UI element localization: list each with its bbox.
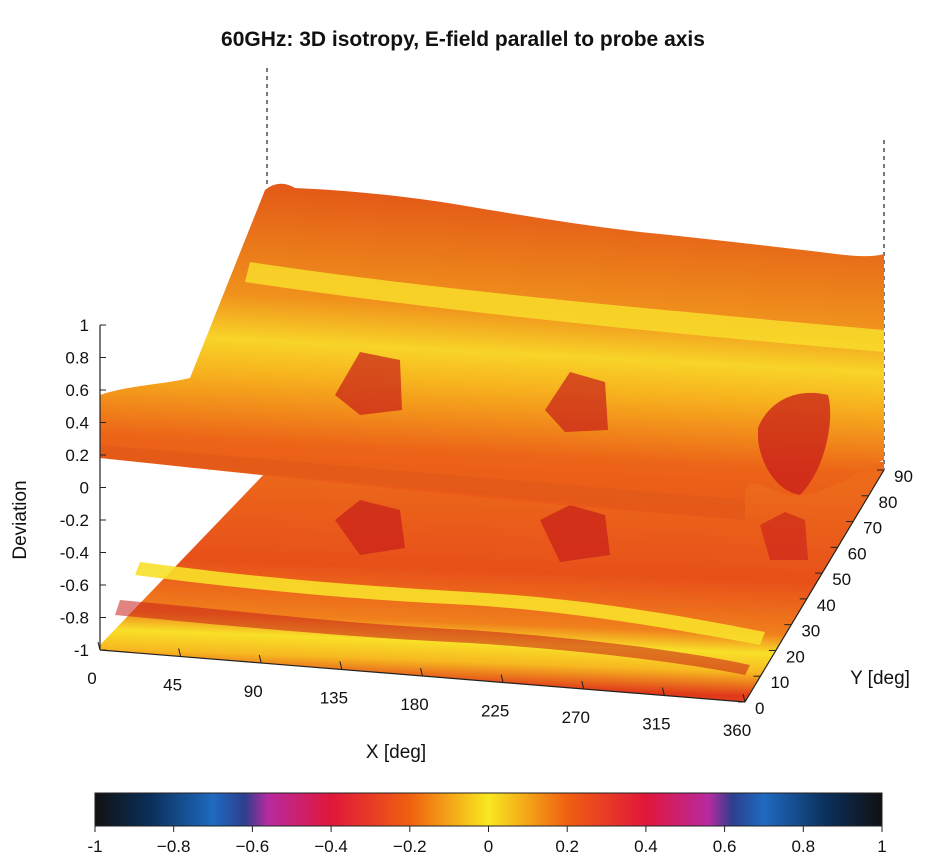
x-tick-mark	[420, 667, 423, 677]
z-tick-label: -0.6	[60, 576, 89, 595]
colorbar-tick-label: 0.4	[634, 837, 658, 855]
y-tick-label: 80	[879, 493, 898, 512]
z-tick-label: 0.4	[65, 414, 89, 433]
y-tick-label: 60	[848, 544, 867, 563]
x-tick-mark	[581, 680, 585, 690]
y-tick-label: 30	[801, 622, 820, 641]
colorbar-tick-label: 1	[877, 837, 886, 855]
z-tick-label: -0.4	[60, 544, 89, 563]
colorbar-tick-label: −0.8	[157, 837, 191, 855]
y-tick-label: 20	[786, 647, 805, 666]
y-axis: 0 10 20 30 40 50 60 70 80 90 Y [deg]	[738, 467, 913, 718]
lower-surface	[100, 462, 884, 702]
x-tick-label: 360	[723, 721, 751, 740]
z-tick-label: -0.2	[60, 511, 89, 530]
z-tick-label: 0.2	[65, 446, 89, 465]
y-tick-label: 40	[817, 596, 836, 615]
x-tick-label: 270	[562, 708, 590, 727]
x-tick-mark	[97, 641, 101, 651]
x-tick-mark	[178, 648, 182, 657]
x-tick-mark	[742, 693, 746, 703]
x-axis-label: X [deg]	[366, 742, 426, 763]
y-tick-label: 70	[863, 519, 882, 538]
x-tick-label: 45	[163, 676, 182, 695]
z-axis: -1 -0.8 -0.6 -0.4 -0.2 0 0.2 0.4 0.6 0.8 1 Deviati…	[10, 316, 106, 660]
y-tick-label: 90	[894, 467, 913, 486]
x-tick-label: 0	[87, 669, 96, 688]
x-tick-label: 315	[642, 715, 670, 734]
z-tick-label: -0.8	[60, 609, 89, 628]
upper-surface	[100, 183, 884, 520]
z-tick-label: 1	[80, 316, 89, 335]
colorbar-tick-label: 0.6	[713, 837, 737, 855]
z-tick-label: 0.8	[65, 349, 89, 368]
colorbar-tick-label: −0.4	[314, 837, 348, 855]
x-tick-label: 225	[481, 702, 509, 721]
y-tick-label: 0	[755, 699, 764, 718]
x-tick-mark	[500, 674, 504, 683]
y-axis-label: Y [deg]	[850, 668, 910, 689]
z-axis-label: Deviation	[10, 480, 31, 559]
y-tick-label: 50	[832, 570, 851, 589]
x-axis: 0 45 90 135 180 225 270 315 360 X [deg]	[87, 641, 751, 763]
x-tick-mark	[258, 654, 262, 664]
x-tick-mark	[339, 661, 343, 670]
colorbar-tick-label: 0	[484, 837, 493, 855]
colorbar-gradient	[94, 792, 883, 827]
colorbar-tick-label: −0.6	[236, 837, 270, 855]
z-tick-label: -1	[74, 641, 89, 660]
colorbar-tick-label: -1	[87, 837, 102, 855]
x-tick-label: 90	[244, 682, 263, 701]
z-tick-label: 0	[80, 479, 89, 498]
colorbar-tick-label: −0.2	[393, 837, 427, 855]
colorbar-tick-label: 0.8	[791, 837, 815, 855]
y-tick-label: 10	[770, 673, 789, 692]
x-tick-label: 135	[320, 689, 348, 708]
colorbar: -1 −0.8 −0.6 −0.4 −0.2 0 0.2 0.4 0.6 0.8 1	[87, 792, 887, 855]
z-tick-label: 0.6	[65, 381, 89, 400]
chart-title: 60GHz: 3D isotropy, E-field parallel to …	[221, 28, 705, 51]
colorbar-tick-label: 0.2	[555, 837, 579, 855]
x-tick-mark	[661, 687, 665, 696]
x-tick-label: 180	[400, 695, 428, 714]
